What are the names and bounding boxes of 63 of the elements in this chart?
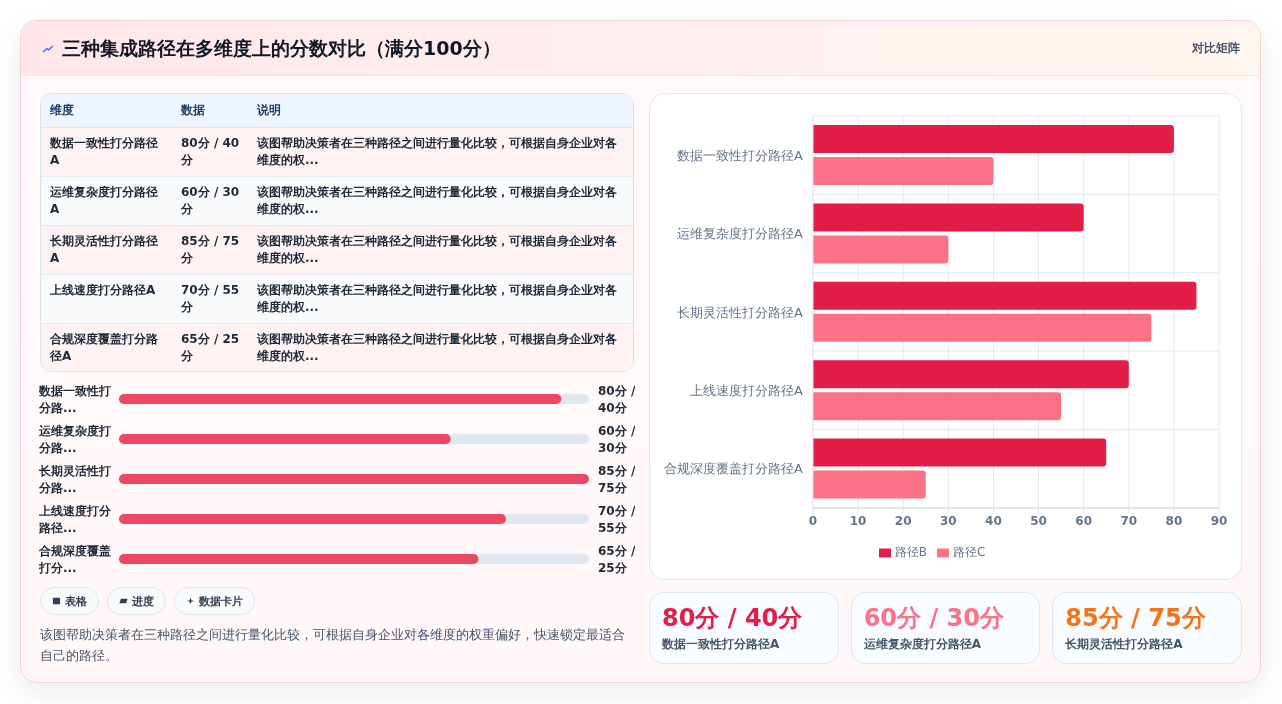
bar bbox=[813, 392, 1062, 421]
bar bbox=[813, 203, 1084, 232]
text: 进度 bbox=[132, 593, 154, 609]
bar bbox=[813, 125, 1174, 153]
text: 85分 / 75分 bbox=[181, 234, 240, 265]
y-tick-label: 合规深度覆盖打分路径A bbox=[664, 461, 804, 477]
y-tick-label: 长期灵活性打分路径A bbox=[677, 304, 804, 320]
data-label: 70分 / 55分 bbox=[598, 503, 636, 535]
text: 对比矩阵 bbox=[1192, 40, 1240, 57]
bar bbox=[813, 438, 1107, 467]
y-tick-label: 运维复杂度打分路... bbox=[38, 423, 111, 455]
text: 该图帮助决策者在三种路径之间进行量化比较，可根据自身企业对各维度的权... bbox=[257, 282, 618, 316]
y-tick-label: 数据一致性打分路... bbox=[38, 383, 111, 415]
text: 该图帮助决策者在三种路径之间进行量化比较，可根据自身企业对各维度的权重偏好，快速锁定最适合自己的路径。 bbox=[40, 626, 626, 665]
bar bbox=[813, 313, 1152, 342]
text: 说明 bbox=[257, 102, 282, 119]
y-tick-label: 上线速度打分路径A bbox=[690, 383, 804, 399]
legend-label: 路径B bbox=[894, 545, 927, 559]
bar bbox=[813, 235, 949, 264]
text: 该图帮助决策者在三种路径之间进行量化比较，可根据自身企业对各维度的权... bbox=[257, 331, 618, 365]
text: 80分 / 40分 bbox=[181, 136, 240, 167]
bar bbox=[813, 360, 1129, 389]
data-label: 85分 / 75分 bbox=[598, 463, 636, 495]
text: 该图帮助决策者在三种路径之间进行量化比较，可根据自身企业对各维度的权... bbox=[257, 135, 618, 169]
text: 表格 bbox=[65, 593, 87, 609]
legend-label: 路径C bbox=[952, 545, 986, 559]
text: 该图帮助决策者在三种路径之间进行量化比较，可根据自身企业对各维度的权... bbox=[257, 233, 618, 267]
x-tick-label: 60 bbox=[1075, 513, 1093, 528]
data-label: 60分 / 30分 bbox=[598, 423, 636, 455]
x-tick-label: 20 bbox=[894, 513, 912, 528]
category-label: 长期灵活性打分路径A bbox=[1065, 636, 1183, 653]
bar bbox=[813, 470, 926, 499]
x-tick-label: 10 bbox=[849, 513, 867, 528]
x-tick-label: 30 bbox=[939, 513, 957, 528]
text: 维度 bbox=[50, 102, 75, 119]
text: 数据 bbox=[181, 102, 206, 119]
x-tick-label: 70 bbox=[1120, 513, 1138, 528]
text: 65分 / 25分 bbox=[181, 332, 240, 363]
bar bbox=[813, 281, 1197, 310]
text: 85分 / 75分 bbox=[1065, 604, 1206, 632]
text: 60分 / 30分 bbox=[863, 604, 1004, 632]
y-tick-label: 上线速度打分路径... bbox=[38, 503, 112, 535]
data-label: 65分 / 25分 bbox=[598, 543, 636, 575]
text: 60分 / 30分 bbox=[181, 185, 240, 216]
text: 三种集成路径在多维度上的分数对比（满分100分） bbox=[62, 36, 501, 61]
x-tick-label: 0 bbox=[808, 513, 818, 528]
category-label: 运维复杂度打分路径A bbox=[863, 636, 981, 653]
y-tick-label: 数据一致性打分路径A bbox=[677, 147, 804, 163]
category-label: 上线速度打分路径A bbox=[50, 282, 157, 299]
y-tick-label: 长期灵活性打分路... bbox=[38, 463, 111, 495]
bar bbox=[813, 157, 994, 185]
category-label: 数据一致性打分路径A bbox=[662, 636, 780, 653]
y-tick-label: 运维复杂度打分路径A bbox=[677, 226, 804, 242]
x-tick-label: 80 bbox=[1165, 513, 1183, 528]
x-tick-label: 40 bbox=[985, 513, 1002, 528]
text: 数据卡片 bbox=[199, 593, 243, 609]
text: 80分 / 40分 bbox=[662, 604, 803, 632]
text: 该图帮助决策者在三种路径之间进行量化比较，可根据自身企业对各维度的权... bbox=[257, 184, 618, 218]
x-tick-label: 50 bbox=[1030, 513, 1047, 528]
data-label: 80分 / 40分 bbox=[598, 383, 636, 415]
y-tick-label: 合规深度覆盖打分... bbox=[38, 543, 111, 575]
x-tick-label: 90 bbox=[1210, 513, 1228, 528]
text: 70分 / 55分 bbox=[181, 283, 240, 314]
